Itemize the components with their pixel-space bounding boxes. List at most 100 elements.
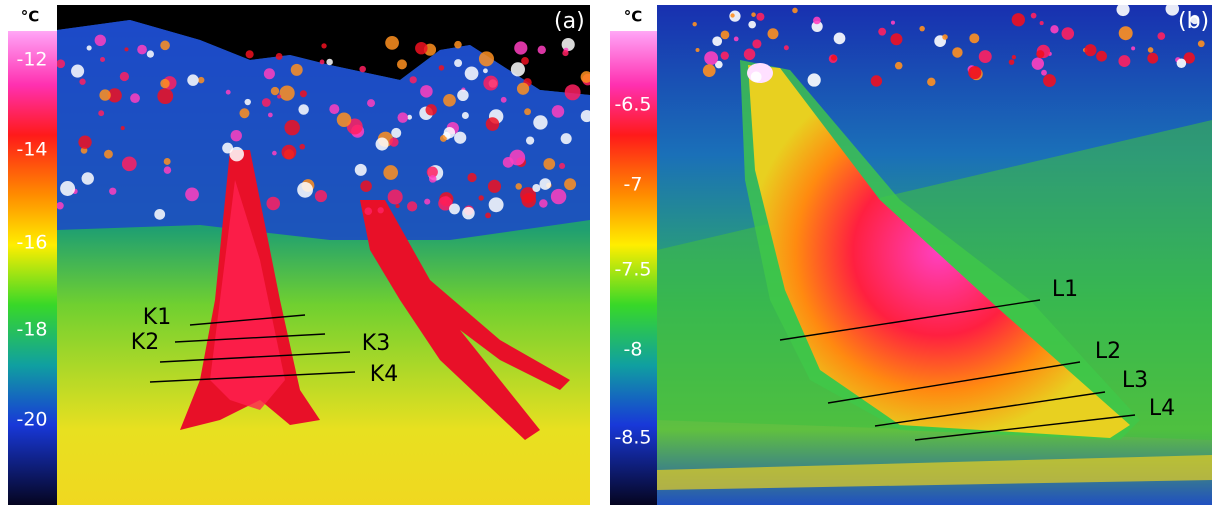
colorbar xyxy=(8,5,57,505)
speckle xyxy=(321,43,327,49)
speckle xyxy=(478,51,494,67)
speckle xyxy=(514,41,528,55)
profile-label: L4 xyxy=(1149,396,1175,421)
profile-line xyxy=(914,414,1136,441)
speckle xyxy=(244,98,251,106)
speckle xyxy=(137,44,147,55)
speckle xyxy=(695,47,700,53)
speckle xyxy=(509,149,526,166)
speckle xyxy=(239,108,250,119)
speckle xyxy=(359,65,366,73)
speckle xyxy=(510,62,525,77)
speckle xyxy=(1031,57,1044,70)
speckle xyxy=(409,76,417,84)
speckle xyxy=(704,51,719,66)
colorbar-tick-label: -14 xyxy=(16,139,47,161)
speckle xyxy=(478,195,484,201)
colorbar-tick-label: -18 xyxy=(16,319,47,341)
speckle xyxy=(454,59,463,68)
speckle xyxy=(919,25,925,32)
speckle xyxy=(942,34,948,40)
speckle xyxy=(483,75,499,91)
speckle xyxy=(730,13,735,18)
speckle xyxy=(751,12,756,17)
speckle xyxy=(157,88,174,105)
speckle xyxy=(516,82,530,95)
speckle xyxy=(792,7,798,14)
speckle xyxy=(163,166,172,174)
speckle xyxy=(712,36,723,47)
profile-line xyxy=(189,314,306,326)
speckle xyxy=(748,20,756,29)
colorbar xyxy=(610,5,657,505)
speckle xyxy=(1039,21,1044,26)
speckle xyxy=(550,188,567,205)
speckle xyxy=(830,54,837,61)
speckle xyxy=(1011,55,1017,60)
speckle xyxy=(533,115,548,130)
speckle xyxy=(750,71,762,83)
hot-speckles xyxy=(57,34,590,220)
speckle xyxy=(71,64,85,78)
profile-label: K1 xyxy=(143,305,171,330)
speckle xyxy=(375,137,389,151)
speckle xyxy=(98,110,105,117)
speckle xyxy=(783,45,789,51)
speckle xyxy=(319,59,325,65)
speckle xyxy=(425,104,437,116)
speckle xyxy=(560,133,572,145)
speckle xyxy=(454,131,467,144)
speckle xyxy=(298,104,309,115)
speckle xyxy=(94,34,107,46)
speckle xyxy=(100,56,106,62)
speckle xyxy=(346,118,363,135)
hot-speckles xyxy=(692,5,1205,88)
speckle xyxy=(487,179,502,193)
speckle xyxy=(266,196,281,211)
speckle xyxy=(811,20,823,32)
speckle xyxy=(119,71,130,82)
colorbar-tick-label: -16 xyxy=(16,232,47,254)
speckle xyxy=(395,203,400,209)
speckle xyxy=(383,165,399,180)
speckle xyxy=(86,45,92,51)
speckle xyxy=(407,114,413,120)
speckle xyxy=(329,104,340,115)
colorbar-tick-label: -8 xyxy=(624,339,643,361)
speckle xyxy=(767,28,779,40)
speckle xyxy=(267,112,273,118)
speckle xyxy=(443,126,456,139)
speckle xyxy=(1165,5,1180,16)
speckle xyxy=(1008,59,1015,65)
speckle xyxy=(454,40,462,49)
speckle xyxy=(1190,14,1200,25)
speckle xyxy=(336,112,352,127)
speckle xyxy=(281,144,297,160)
speckle xyxy=(702,64,716,78)
speckle xyxy=(391,127,402,138)
speckle xyxy=(360,180,372,192)
speckle xyxy=(314,189,328,203)
speckle xyxy=(397,112,409,123)
speckle xyxy=(107,88,122,103)
speckle xyxy=(229,146,244,162)
colorbar-tick-label: -7.5 xyxy=(614,259,651,281)
colorbar-unit: °C xyxy=(624,8,643,26)
speckle xyxy=(396,59,407,70)
speckle xyxy=(733,36,739,42)
speckle xyxy=(197,76,205,84)
speckle xyxy=(1147,47,1154,53)
speckle xyxy=(121,156,137,172)
profile-line xyxy=(159,351,351,363)
profile-line xyxy=(874,391,1106,427)
speckle xyxy=(559,162,566,170)
speckle xyxy=(978,50,992,64)
speckle xyxy=(1147,52,1159,64)
speckle xyxy=(715,60,723,69)
profile-line xyxy=(149,371,356,383)
speckle xyxy=(520,187,537,204)
speckle xyxy=(968,65,982,80)
speckle xyxy=(389,137,399,147)
speckle xyxy=(720,30,730,40)
speckle xyxy=(467,172,477,183)
